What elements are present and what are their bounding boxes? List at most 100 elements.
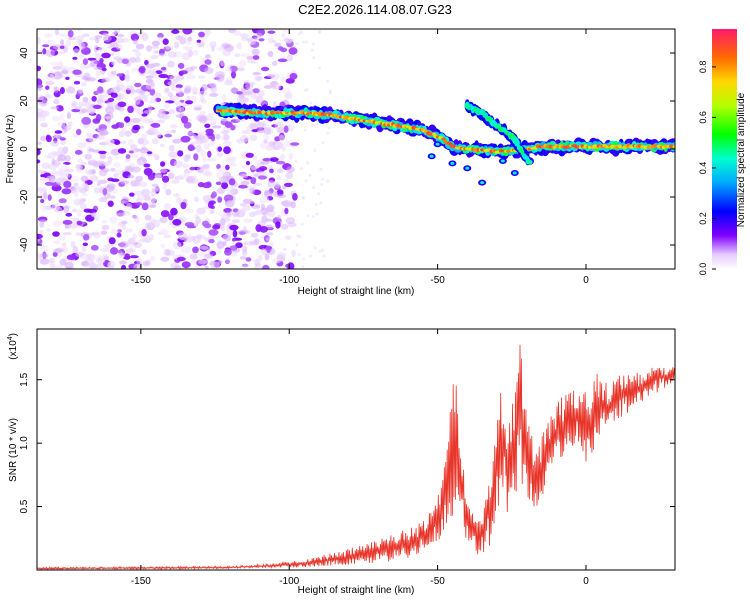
- noise-blob: [127, 138, 134, 146]
- noise-blob: [302, 40, 306, 44]
- noise-blob: [229, 163, 238, 167]
- y-tick-label: -20: [19, 189, 30, 204]
- noise-blob: [116, 79, 121, 84]
- noise-blob: [184, 208, 195, 213]
- noise-blob: [81, 108, 88, 113]
- noise-blob: [145, 83, 156, 90]
- noise-blob: [304, 179, 308, 183]
- noise-blob: [79, 203, 87, 210]
- noise-blob: [327, 126, 331, 130]
- noise-blob: [209, 41, 217, 48]
- noise-blob: [256, 32, 263, 38]
- noise-blob: [124, 74, 131, 82]
- noise-blob: [226, 228, 233, 237]
- noise-blob: [160, 161, 166, 167]
- noise-blob: [108, 237, 116, 245]
- noise-blob: [303, 128, 307, 132]
- noise-blob: [87, 208, 97, 214]
- x-tick-label: -50: [430, 275, 445, 286]
- noise-blob: [73, 182, 79, 187]
- noise-blob: [40, 203, 47, 212]
- noise-blob: [294, 159, 298, 163]
- noise-blob: [246, 37, 254, 43]
- noise-blob: [141, 113, 148, 117]
- noise-blob: [291, 249, 296, 257]
- noise-blob: [97, 179, 108, 184]
- noise-blob: [181, 261, 191, 269]
- noise-blob: [281, 32, 286, 38]
- noise-blob: [253, 36, 259, 41]
- noise-blob: [133, 182, 142, 187]
- noise-blob: [283, 182, 293, 187]
- trace-fragment: [465, 166, 470, 170]
- noise-blob: [73, 185, 82, 193]
- noise-blob: [71, 101, 78, 107]
- noise-blob: [153, 92, 162, 98]
- noise-blob: [306, 214, 310, 218]
- noise-blob: [77, 209, 82, 217]
- trace-branch: [514, 139, 520, 147]
- noise-blob: [40, 178, 48, 182]
- noise-blob: [203, 30, 212, 34]
- noise-blob: [156, 131, 162, 138]
- noise-blob: [249, 60, 259, 64]
- noise-blob: [248, 211, 256, 218]
- noise-blob: [313, 148, 317, 152]
- noise-blob: [313, 246, 317, 250]
- noise-blob: [52, 220, 63, 227]
- noise-blob: [219, 218, 226, 226]
- trace-main: [452, 144, 456, 148]
- noise-blob: [197, 75, 206, 79]
- noise-blob: [326, 80, 330, 83]
- x-tick-label: 0: [583, 576, 589, 587]
- noise-blob: [164, 133, 173, 138]
- noise-blob: [65, 39, 72, 47]
- noise-blob: [138, 97, 144, 101]
- noise-blob: [56, 51, 66, 55]
- noise-blob: [224, 67, 233, 72]
- noise-blob: [198, 90, 207, 97]
- noise-blob: [115, 85, 121, 92]
- noise-blob: [41, 111, 47, 119]
- colorbar-tick-label: 0.8: [698, 61, 708, 74]
- noise-blob: [44, 244, 48, 252]
- spectrogram-x-label: Height of straight line (km): [298, 286, 415, 297]
- noise-blob: [285, 263, 291, 268]
- colorbar-axis: 0.0 0.2 0.4 0.6 0.8: [698, 61, 716, 275]
- noise-blob: [73, 198, 82, 206]
- noise-blob: [60, 39, 65, 46]
- noise-blob: [173, 101, 179, 105]
- noise-blob: [147, 100, 158, 104]
- noise-blob: [211, 191, 217, 198]
- noise-blob: [189, 166, 196, 171]
- noise-blob: [231, 219, 241, 224]
- noise-blob: [159, 217, 168, 223]
- noise-blob: [216, 247, 222, 256]
- noise-blob: [267, 50, 274, 58]
- noise-blob: [250, 92, 257, 100]
- noise-blob: [204, 123, 211, 128]
- noise-blob: [175, 105, 182, 114]
- noise-blob: [61, 188, 72, 195]
- noise-blob: [150, 54, 159, 60]
- noise-blob: [76, 128, 82, 136]
- noise-blob: [257, 175, 268, 180]
- noise-blob: [165, 44, 171, 50]
- noise-blob: [82, 96, 89, 103]
- noise-blob: [95, 37, 100, 44]
- noise-blob: [177, 62, 185, 69]
- noise-blob: [92, 212, 96, 217]
- noise-blob: [263, 126, 271, 135]
- noise-blob: [51, 115, 61, 122]
- noise-blob: [111, 70, 117, 75]
- trace-main: [448, 142, 453, 146]
- noise-blob: [224, 80, 233, 86]
- noise-blob: [99, 58, 104, 64]
- noise-blob: [80, 161, 87, 166]
- noise-blob: [326, 131, 330, 135]
- noise-blob: [204, 59, 212, 65]
- noise-blob: [143, 163, 151, 168]
- noise-blob: [117, 101, 127, 108]
- noise-blob: [272, 61, 278, 66]
- noise-blob: [46, 228, 51, 232]
